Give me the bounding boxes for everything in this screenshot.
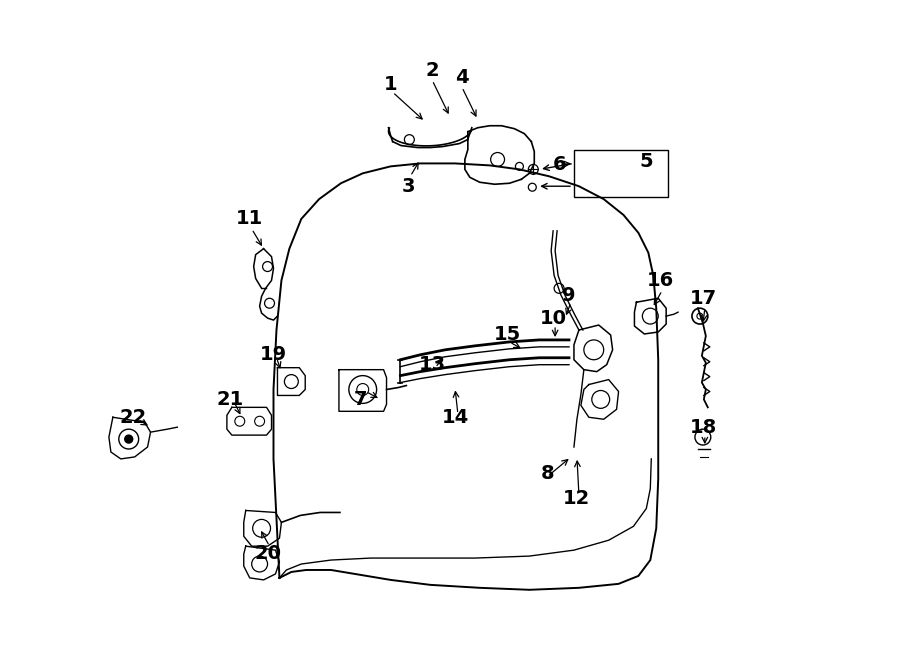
Circle shape [125,435,132,443]
Text: 22: 22 [119,408,147,427]
Text: 9: 9 [562,286,576,305]
Bar [574,149,668,197]
Text: 3: 3 [401,176,415,196]
Text: 6: 6 [553,155,566,174]
Text: 20: 20 [254,543,281,563]
Text: 7: 7 [354,390,367,409]
Text: 14: 14 [441,408,469,427]
Text: 16: 16 [646,271,674,290]
Text: 5: 5 [640,152,653,171]
Text: 12: 12 [563,489,590,508]
Text: 15: 15 [494,325,521,344]
Text: 19: 19 [260,345,287,364]
Text: 8: 8 [540,464,554,483]
Text: 13: 13 [418,355,446,374]
Text: 2: 2 [426,61,439,80]
Text: 21: 21 [216,390,244,409]
Text: 17: 17 [690,289,717,308]
Text: 11: 11 [236,210,264,229]
Text: 1: 1 [383,75,397,94]
Text: 18: 18 [690,418,717,437]
Text: 10: 10 [540,309,567,328]
Text: 4: 4 [455,67,469,87]
